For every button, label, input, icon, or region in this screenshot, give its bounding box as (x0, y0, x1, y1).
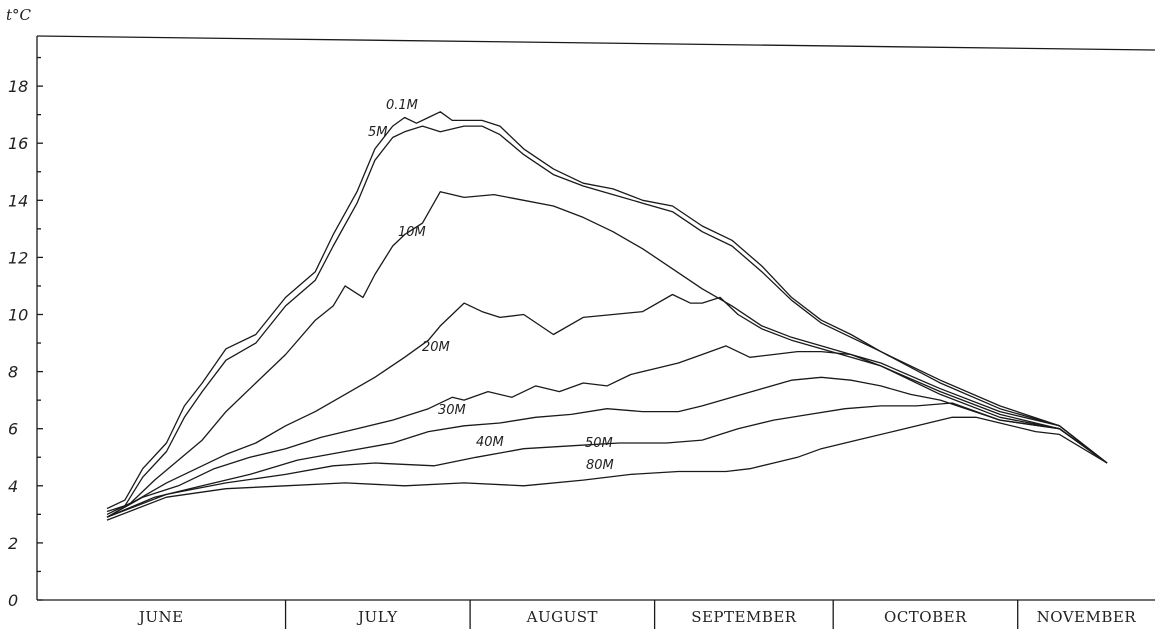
series-line-80m (106, 416, 1108, 521)
y-tick-label: 8 (8, 363, 18, 382)
series-labels: 0.1M 5M 10M 20M 30M 40M 50M 80M (368, 98, 614, 473)
month-label: OCTOBER (884, 608, 967, 626)
y-tick-label: 10 (8, 306, 28, 325)
series-line-0-1m (106, 111, 1108, 510)
y-tick-label: 18 (8, 77, 28, 96)
month-label: SEPTEMBER (691, 608, 797, 626)
series-label: 30M (438, 403, 466, 418)
x-axis-months: JUNE JULY AUGUST SEPTEMBER OCTOBER NOVEMBER (137, 600, 1136, 629)
series-line-10m (106, 191, 1108, 515)
y-axis-label: t°C (6, 6, 32, 24)
series-label: 50M (585, 436, 613, 451)
series-label: 20M (422, 340, 450, 355)
series-label: 40M (476, 435, 504, 450)
series-label: 10M (398, 225, 426, 240)
series-lines (106, 111, 1108, 521)
y-tick-label: 6 (8, 420, 18, 439)
month-label: AUGUST (526, 608, 598, 626)
series-line-30m (106, 345, 1108, 518)
series-line-5m (106, 125, 1108, 513)
y-tick-label: 2 (8, 534, 18, 553)
y-tick-label: 14 (8, 191, 28, 210)
y-tick-label: 12 (8, 248, 28, 267)
month-label: NOVEMBER (1037, 608, 1137, 626)
y-tick-label: 0 (8, 591, 18, 610)
series-label: 0.1M (386, 98, 418, 113)
y-axis-ticks: 0 2 4 6 8 10 12 14 16 18 (8, 56, 43, 610)
series-line-40m (106, 376, 1108, 518)
series-label: 80M (586, 458, 614, 473)
y-tick-label: 4 (8, 477, 18, 496)
series-label: 5M (368, 125, 388, 140)
series-line-20m (106, 293, 1108, 518)
axes (36, 35, 1156, 601)
series-line-50m (106, 402, 1108, 518)
month-label: JUNE (137, 608, 184, 626)
month-label: JULY (356, 608, 398, 626)
y-tick-label: 16 (8, 134, 28, 153)
top-frame-line (36, 35, 1156, 51)
